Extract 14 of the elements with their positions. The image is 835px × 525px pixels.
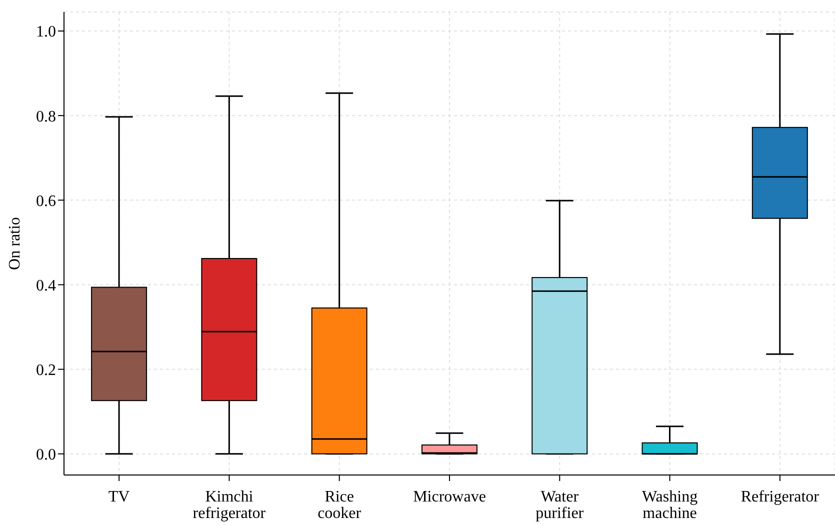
y-tick-label: 1.0 <box>36 24 56 41</box>
x-tick-label: Microwave <box>413 488 486 506</box>
x-tick-label: Rice cooker <box>318 488 362 522</box>
x-tick-label: Kimchi refrigerator <box>192 488 266 522</box>
x-tick-label: Washing machine <box>642 488 698 522</box>
x-tick-label: TV <box>108 488 130 506</box>
x-tick-label: Water purifier <box>536 488 584 522</box>
y-tick-label: 0.4 <box>36 277 56 294</box>
y-tick-label: 0.0 <box>36 446 56 464</box>
y-tick-label: 0.6 <box>36 192 56 210</box>
y-axis-title: On ratio <box>6 217 24 270</box>
x-tick-label: Refrigerator <box>740 488 820 506</box>
y-tick-label: 0.2 <box>36 362 56 379</box>
y-tick-label: 0.8 <box>36 108 56 126</box>
